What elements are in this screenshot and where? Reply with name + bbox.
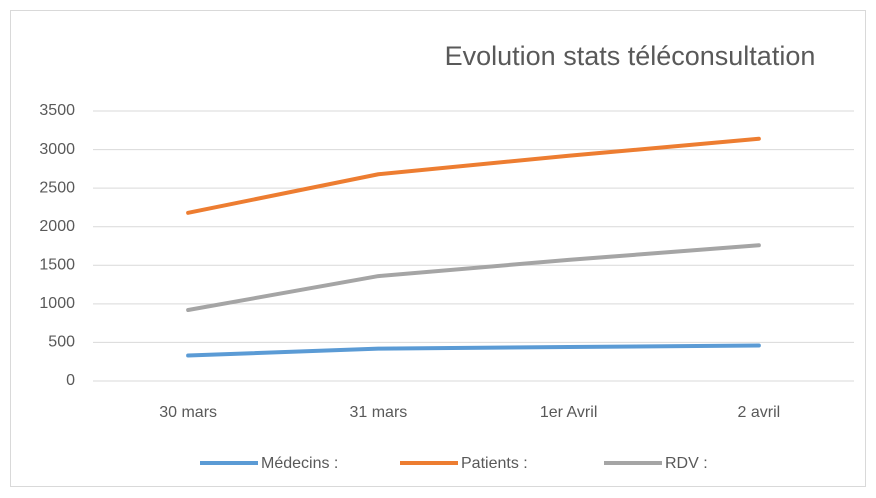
series-line [186, 136, 761, 215]
y-tick-label: 2500 [39, 179, 75, 196]
series-line [186, 243, 761, 313]
y-tick-label: 1500 [39, 257, 75, 274]
legend-label: Patients : [461, 455, 528, 472]
chart-title: Evolution stats téléconsultation [445, 41, 816, 71]
x-tick-label: 2 avril [738, 404, 781, 421]
series-line [186, 343, 761, 358]
x-tick-label: 31 mars [349, 404, 407, 421]
y-tick-label: 500 [48, 334, 75, 351]
y-tick-label: 0 [66, 372, 75, 389]
y-tick-label: 3500 [39, 102, 75, 119]
x-tick-label: 30 mars [159, 404, 217, 421]
legend-label: Médecins : [261, 455, 338, 472]
y-tick-label: 2000 [39, 218, 75, 235]
x-tick-label: 1er Avril [540, 404, 598, 421]
y-tick-label: 3000 [39, 141, 75, 158]
legend-label: RDV : [665, 455, 708, 472]
y-tick-label: 1000 [39, 295, 75, 312]
